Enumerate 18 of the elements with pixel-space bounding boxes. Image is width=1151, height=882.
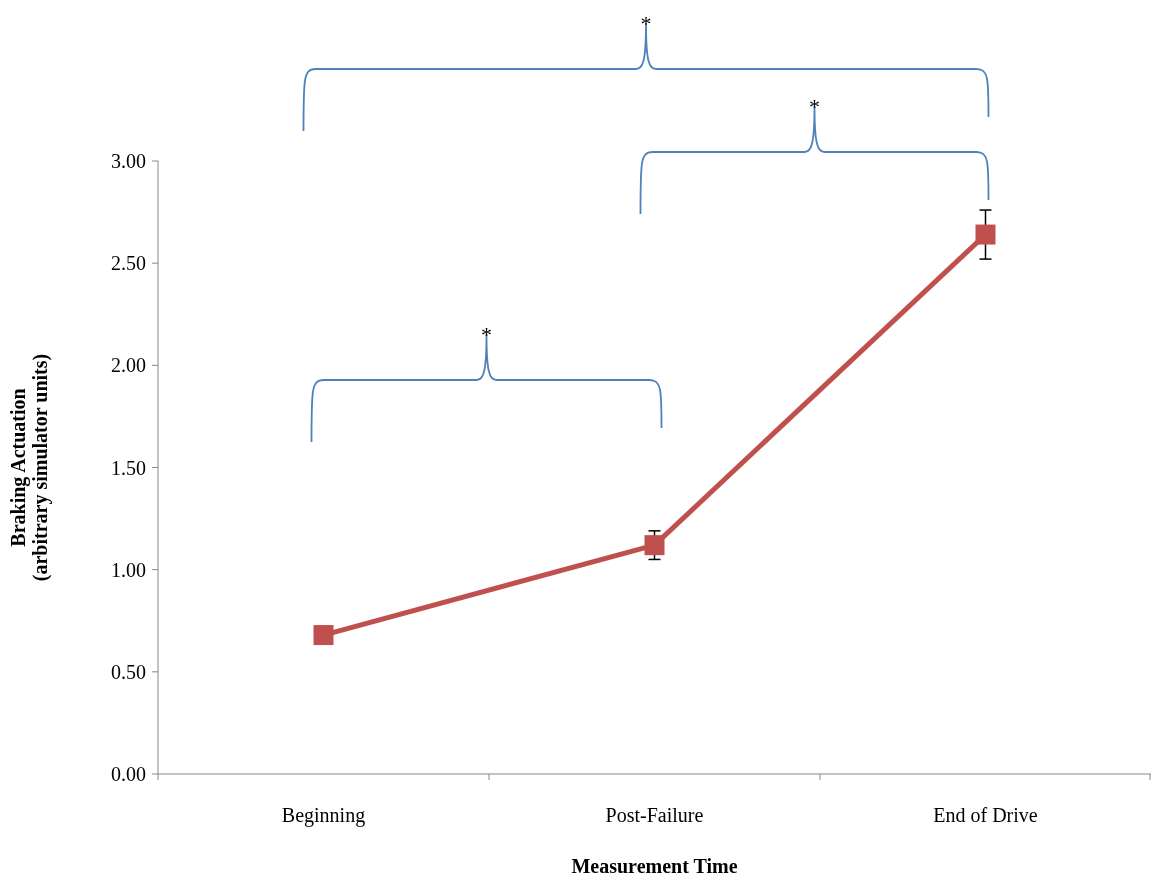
text: * <box>640 11 652 36</box>
point <box>644 535 665 556</box>
y-tick-label: 1.00 <box>111 558 146 581</box>
x-tick-label: Post-Failure <box>605 804 704 826</box>
y-tick-label: 2.00 <box>111 354 146 377</box>
x-axis-title: Measurement Time <box>571 855 738 877</box>
x-tick-label: End of Drive <box>933 804 1038 826</box>
y-tick-label: 1.50 <box>111 456 146 479</box>
y-axis-title: Braking Actuation (arbitrary simulator units) <box>7 353 52 582</box>
y-tick-label: 3.00 <box>111 150 146 172</box>
point <box>313 625 334 646</box>
y-tick-label: 2.50 <box>111 252 146 275</box>
x-tick-label: Beginning <box>281 804 366 827</box>
y-tick-label: 0.50 <box>111 660 146 683</box>
text: * <box>809 94 820 119</box>
annotation: * <box>481 322 492 347</box>
point <box>975 224 996 245</box>
y-tick-label: 0.00 <box>111 763 146 785</box>
